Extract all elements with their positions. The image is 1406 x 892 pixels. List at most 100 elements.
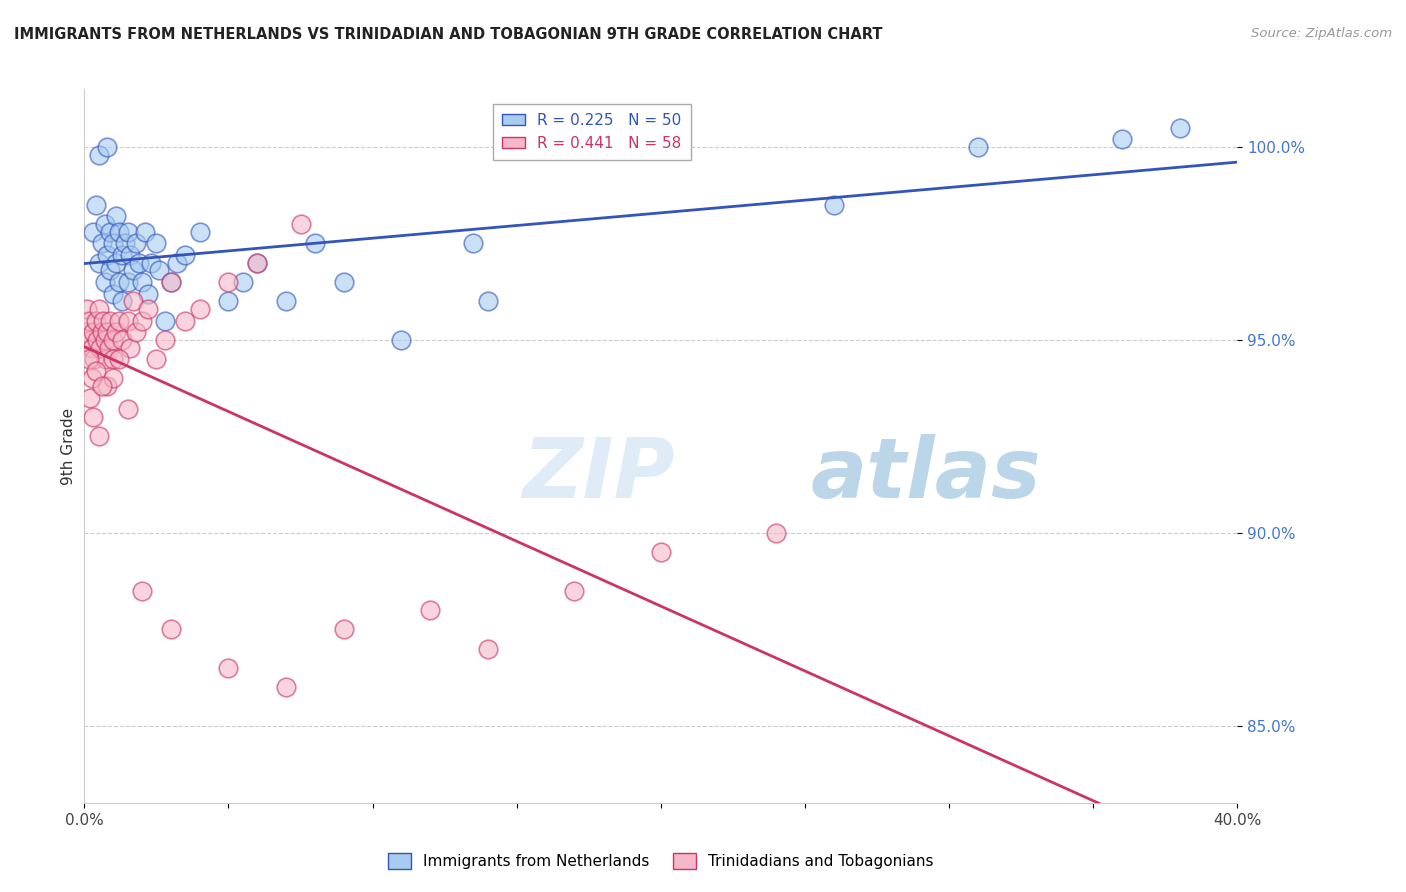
Point (823, 198, 845, 212)
Point (96, 248, 118, 262)
Point (333, 622, 356, 636)
Point (160, 275, 183, 289)
Point (103, 286, 124, 301)
Point (117, 402, 139, 417)
Point (218, 294, 240, 309)
Point (122, 294, 145, 309)
Point (153, 313, 176, 327)
Point (108, 275, 131, 289)
Point (111, 333, 134, 347)
Point (174, 248, 197, 262)
Point (90, 236, 112, 251)
Point (131, 583, 153, 598)
Point (477, 641, 499, 656)
Point (75, 325, 97, 339)
Point (166, 256, 188, 270)
Point (103, 371, 124, 385)
Point (103, 352, 124, 367)
Point (145, 236, 167, 251)
Point (218, 275, 240, 289)
Point (136, 301, 159, 316)
Point (82, 410, 104, 425)
Point (87, 429, 110, 443)
Point (76, 301, 98, 316)
Text: atlas: atlas (811, 434, 1042, 515)
Point (105, 256, 128, 270)
Point (160, 275, 183, 289)
Point (91, 313, 114, 327)
Point (160, 622, 183, 636)
Point (564, 583, 586, 598)
Point (246, 256, 269, 270)
Point (84, 313, 107, 327)
Point (1111, 132, 1133, 146)
Point (967, 140, 990, 154)
Point (94, 352, 117, 367)
Point (114, 236, 136, 251)
Point (103, 333, 124, 347)
Text: Source: ZipAtlas.com: Source: ZipAtlas.com (1251, 27, 1392, 40)
Point (765, 525, 787, 540)
Point (131, 275, 153, 289)
Point (103, 236, 124, 251)
Text: IMMIGRANTS FROM NETHERLANDS VS TRINIDADIAN AND TOBAGONIAN 9TH GRADE CORRELATION : IMMIGRANTS FROM NETHERLANDS VS TRINIDADI… (14, 27, 883, 42)
Point (77, 352, 100, 367)
Point (218, 661, 240, 675)
Point (391, 333, 413, 347)
Point (333, 275, 356, 289)
Point (84, 364, 107, 378)
Point (145, 352, 167, 367)
Point (93, 217, 115, 231)
Legend: R = 0.225   N = 50, R = 0.441   N = 58: R = 0.225 N = 50, R = 0.441 N = 58 (492, 104, 690, 160)
Point (148, 263, 170, 277)
Point (153, 333, 176, 347)
Point (117, 275, 139, 289)
Point (105, 325, 128, 339)
Point (477, 294, 499, 309)
Point (125, 236, 148, 251)
Point (98, 225, 121, 239)
Point (111, 294, 134, 309)
Point (83, 352, 105, 367)
Point (276, 680, 298, 694)
Point (125, 325, 148, 339)
Point (90, 379, 112, 393)
Point (419, 603, 441, 617)
Point (117, 313, 139, 327)
Point (79, 333, 101, 347)
Point (108, 352, 131, 367)
Point (108, 225, 131, 239)
Point (136, 286, 159, 301)
Point (276, 294, 298, 309)
Point (93, 275, 115, 289)
Text: ZIP: ZIP (523, 434, 675, 515)
Point (188, 301, 211, 316)
Point (290, 217, 312, 231)
Point (87, 148, 110, 162)
Point (96, 379, 118, 393)
Point (82, 225, 104, 239)
Point (98, 313, 121, 327)
Point (79, 391, 101, 405)
Point (650, 545, 672, 559)
Point (93, 333, 115, 347)
Point (128, 256, 150, 270)
Point (122, 263, 145, 277)
Point (98, 263, 121, 277)
Point (97, 341, 120, 355)
Point (89, 341, 111, 355)
Point (82, 325, 104, 339)
Point (120, 248, 142, 262)
Point (84, 198, 107, 212)
Point (117, 225, 139, 239)
Point (1168, 120, 1191, 135)
Point (134, 225, 156, 239)
Point (131, 313, 153, 327)
Point (232, 275, 254, 289)
Point (80, 341, 103, 355)
Point (139, 256, 162, 270)
Point (77, 313, 100, 327)
Point (80, 371, 103, 385)
Point (96, 140, 118, 154)
Y-axis label: 9th Grade: 9th Grade (60, 408, 76, 484)
